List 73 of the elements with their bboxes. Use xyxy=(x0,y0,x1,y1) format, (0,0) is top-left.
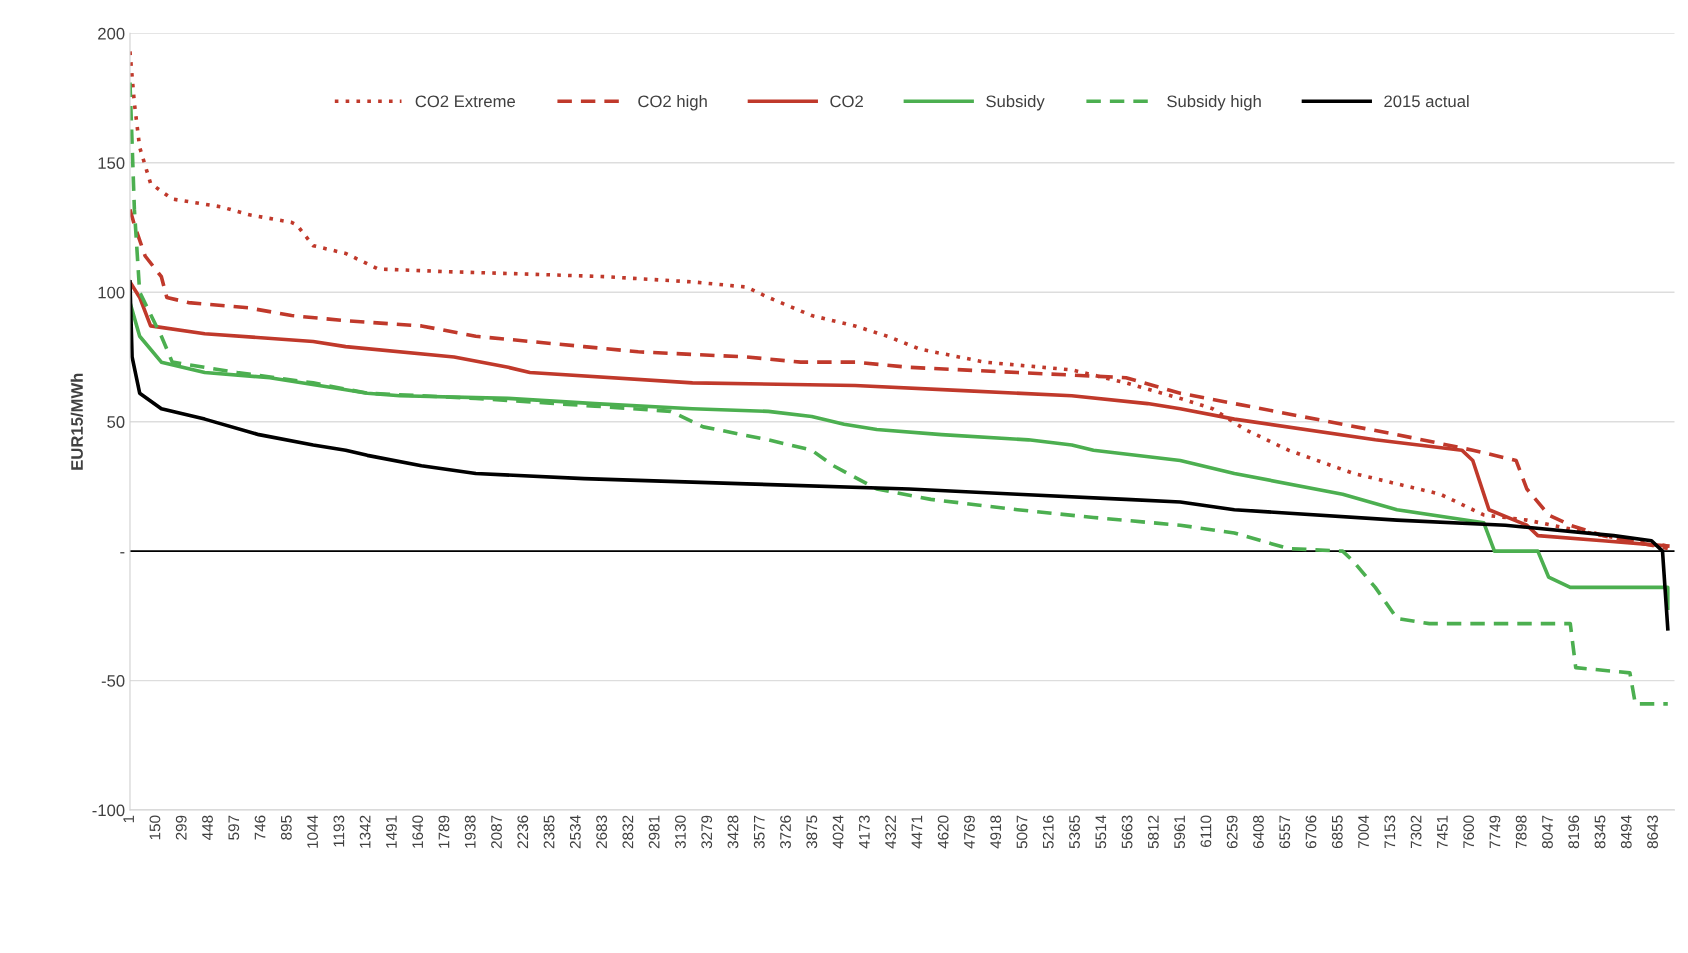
x-tick-label: 7302 xyxy=(1410,815,1422,849)
legend-label: Subsidy xyxy=(986,94,1045,111)
x-tick-label: 6855 xyxy=(1331,815,1343,849)
x-tick-label: 1938 xyxy=(464,815,476,848)
legend-label: CO2 Extreme xyxy=(415,95,516,108)
x-tick-label: 4322 xyxy=(885,815,897,849)
x-tick-label: 4173 xyxy=(858,815,870,849)
y-tick-label: 150 xyxy=(98,157,125,170)
y-tick-label: - xyxy=(120,552,125,554)
x-tick-label: 4024 xyxy=(832,815,844,849)
x-tick-label: 1044 xyxy=(307,815,318,848)
x-tick-label: 5663 xyxy=(1121,815,1133,849)
x-tick-label: 6557 xyxy=(1279,815,1291,849)
x-tick-label: 299 xyxy=(175,815,187,840)
x-tick-label: 8345 xyxy=(1594,815,1606,849)
x-tick-label: 5067 xyxy=(1016,815,1028,849)
x-tick-label: 448 xyxy=(202,815,213,841)
x-tick-label: 7898 xyxy=(1515,815,1527,849)
x-tick-label: 1 xyxy=(123,815,134,823)
x-tick-label: 4471 xyxy=(911,815,923,849)
x-tick-label: 1342 xyxy=(359,815,371,848)
x-tick-label: 2683 xyxy=(596,815,608,849)
x-tick-label: 2832 xyxy=(622,815,634,849)
x-tick-label: 5812 xyxy=(1147,815,1159,849)
x-tick-label: 3875 xyxy=(806,815,818,849)
y-axis-title: EUR15/MWh xyxy=(70,373,84,470)
x-tick-label: 5365 xyxy=(1069,815,1080,849)
x-tick-label: 8047 xyxy=(1542,815,1553,849)
x-tick-label: 746 xyxy=(254,815,266,840)
x-tick-label: 5216 xyxy=(1042,815,1054,849)
x-tick-label: 7451 xyxy=(1437,815,1448,849)
y-tick-label: 200 xyxy=(98,27,125,40)
x-tick-label: 4769 xyxy=(964,815,975,849)
x-tick-label: 6110 xyxy=(1200,815,1212,847)
y-tick-label: -100 xyxy=(92,804,125,817)
legend-label: CO2 high xyxy=(638,94,707,111)
x-tick-label: 3428 xyxy=(727,815,739,849)
x-tick-label: 3726 xyxy=(780,815,791,849)
y-tick-label: 50 xyxy=(107,416,125,428)
legend-label: Subsidy high xyxy=(1167,94,1261,111)
x-tick-label: 895 xyxy=(280,815,292,840)
legend-label: 2015 actual xyxy=(1384,94,1469,108)
x-tick-label: 2087 xyxy=(491,815,502,849)
x-tick-label: 1491 xyxy=(386,815,397,848)
x-tick-label: 1640 xyxy=(412,815,424,848)
x-tick-label: 4918 xyxy=(990,815,1002,849)
x-tick-label: 4620 xyxy=(937,815,949,849)
x-tick-label: 7749 xyxy=(1489,815,1501,849)
x-tick-label: 3577 xyxy=(753,815,765,849)
x-tick-label: 2236 xyxy=(517,815,529,849)
x-tick-label: 2534 xyxy=(569,815,581,849)
x-tick-label: 597 xyxy=(228,815,240,840)
x-tick-label: 7004 xyxy=(1358,815,1369,849)
x-tick-label: 6706 xyxy=(1305,815,1317,849)
x-tick-label: 150 xyxy=(149,815,161,840)
x-tick-label: 7153 xyxy=(1384,815,1396,849)
y-tick-label: -50 xyxy=(101,675,125,687)
x-tick-label: 8196 xyxy=(1568,815,1580,849)
x-tick-label: 2981 xyxy=(648,815,660,849)
x-tick-label: 6408 xyxy=(1253,815,1264,849)
x-tick-label: 6259 xyxy=(1226,815,1238,849)
x-tick-label: 5961 xyxy=(1174,815,1186,849)
y-tick-label: 100 xyxy=(98,286,125,299)
x-tick-label: 3279 xyxy=(701,815,713,849)
x-tick-label: 7600 xyxy=(1463,815,1475,849)
x-tick-label: 8494 xyxy=(1620,815,1632,849)
legend-label: CO2 xyxy=(830,95,863,108)
x-tick-label: 1193 xyxy=(333,815,345,847)
x-tick-label: 8643 xyxy=(1647,815,1658,849)
x-tick-label: 2385 xyxy=(543,815,555,849)
x-tick-label: 3130 xyxy=(675,815,686,849)
x-tick-label: 5514 xyxy=(1095,815,1107,849)
x-tick-label: 1789 xyxy=(438,815,450,848)
